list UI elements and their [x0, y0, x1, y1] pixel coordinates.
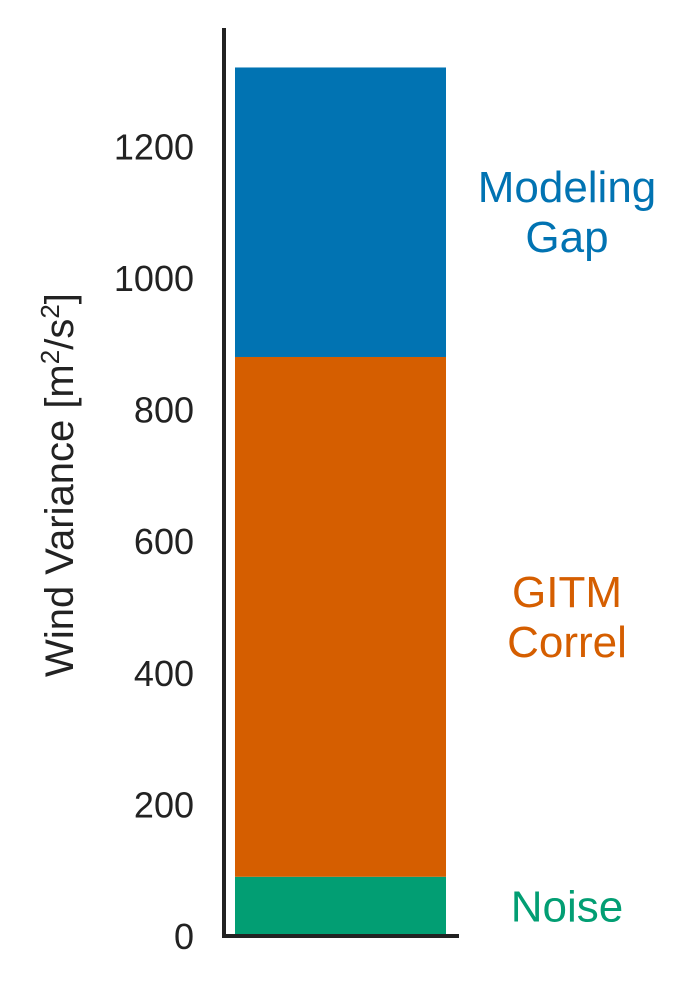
segment-label-gitm-correl: GITM Correl — [507, 568, 627, 667]
y-tick-label: 1000 — [114, 258, 194, 299]
bar-segments — [235, 67, 446, 936]
segment-label-modeling-gap: Modeling Gap — [478, 163, 657, 262]
y-tick-label: 400 — [134, 653, 194, 694]
y-tick-label: 600 — [134, 521, 194, 562]
y-tick-label: 200 — [134, 784, 194, 825]
y-tick-label: 800 — [134, 390, 194, 431]
y-axis-ticks: 0 200 400 600 800 1000 1200 — [114, 126, 194, 957]
bar-segment-gitm-correl — [235, 356, 446, 877]
bar-segment-modeling-gap — [235, 67, 446, 357]
y-tick-label: 0 — [174, 916, 194, 957]
y-axis-title: Wind Variance [m2/s2] — [35, 293, 82, 677]
bar-segment-noise — [235, 876, 446, 936]
y-tick-label: 1200 — [114, 126, 194, 167]
segment-labels: Noise GITM Correl Modeling Gap — [478, 163, 657, 931]
segment-label-noise: Noise — [511, 882, 624, 931]
